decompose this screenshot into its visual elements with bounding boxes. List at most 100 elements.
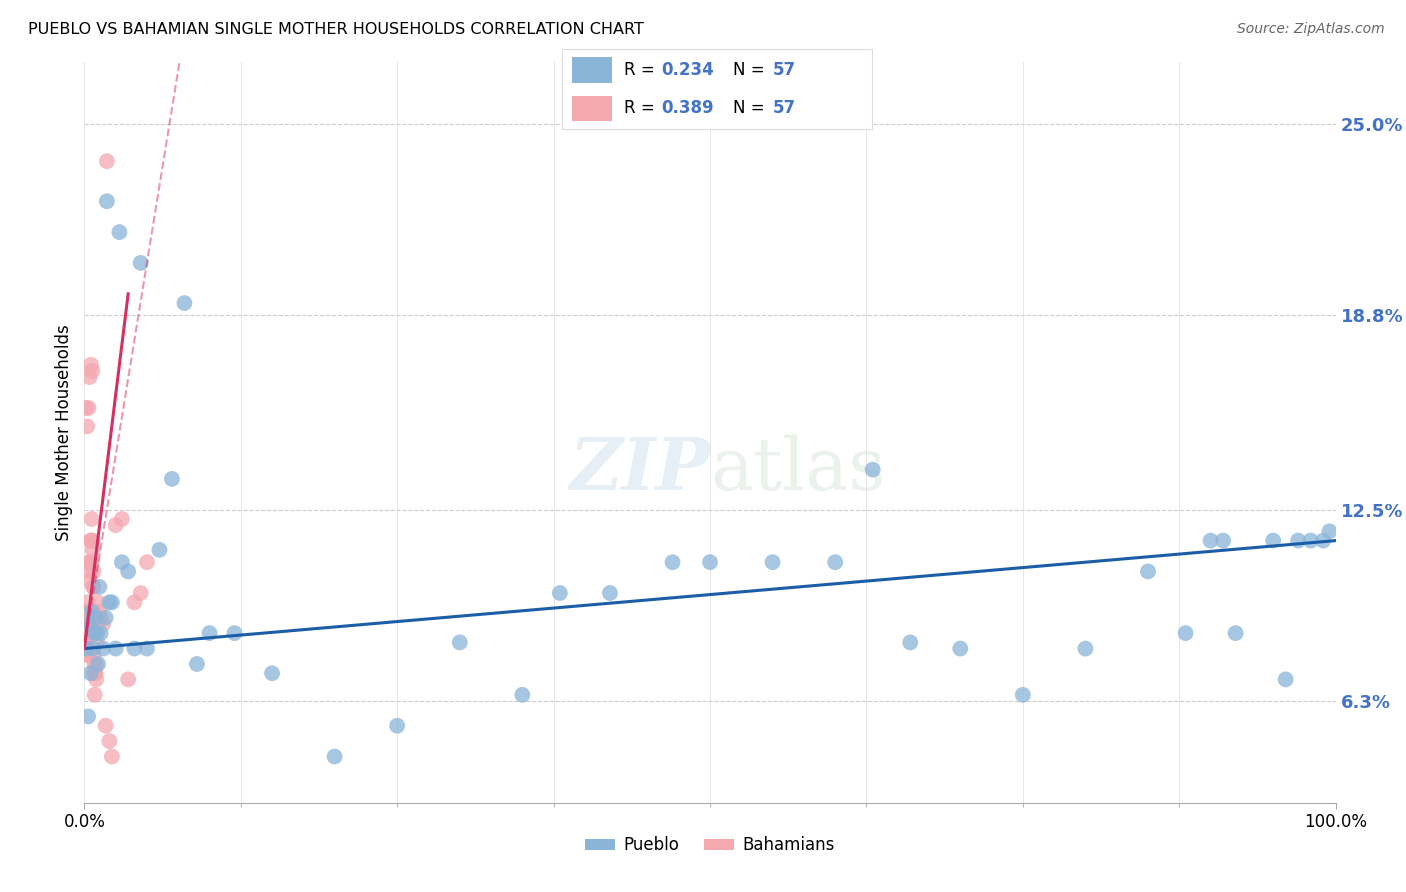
- Text: PUEBLO VS BAHAMIAN SINGLE MOTHER HOUSEHOLDS CORRELATION CHART: PUEBLO VS BAHAMIAN SINGLE MOTHER HOUSEHO…: [28, 22, 644, 37]
- Text: 0.389: 0.389: [661, 100, 714, 118]
- Point: [224, 626, 246, 640]
- Point: [862, 462, 884, 476]
- Point: [91, 616, 114, 631]
- Text: 57: 57: [773, 61, 796, 78]
- Point: [82, 580, 104, 594]
- Text: N =: N =: [733, 100, 769, 118]
- Point: [83, 666, 105, 681]
- Point: [82, 542, 104, 557]
- Point: [83, 688, 105, 702]
- Point: [76, 595, 98, 609]
- Point: [148, 542, 170, 557]
- Point: [83, 648, 105, 662]
- Point: [80, 358, 103, 372]
- Point: [79, 616, 101, 631]
- Point: [449, 635, 471, 649]
- Point: [76, 616, 98, 631]
- Point: [1319, 524, 1341, 539]
- Point: [949, 641, 972, 656]
- Point: [762, 555, 785, 569]
- Point: [898, 635, 921, 649]
- Point: [84, 666, 107, 681]
- Point: [186, 657, 208, 671]
- Point: [76, 641, 98, 656]
- Point: [79, 555, 101, 569]
- Point: [108, 225, 131, 239]
- Point: [75, 401, 97, 415]
- Text: 57: 57: [773, 100, 796, 118]
- Point: [75, 626, 97, 640]
- Point: [548, 586, 571, 600]
- Point: [98, 734, 121, 748]
- Text: R =: R =: [624, 100, 661, 118]
- Point: [80, 555, 103, 569]
- Point: [82, 641, 104, 656]
- Point: [824, 555, 846, 569]
- Point: [117, 565, 139, 579]
- Point: [96, 154, 118, 169]
- Y-axis label: Single Mother Households: Single Mother Households: [55, 325, 73, 541]
- Point: [661, 555, 683, 569]
- Point: [699, 555, 721, 569]
- Point: [129, 256, 152, 270]
- Point: [111, 555, 134, 569]
- Point: [91, 641, 114, 656]
- Point: [86, 626, 108, 640]
- Point: [82, 533, 104, 548]
- Point: [1286, 533, 1309, 548]
- Point: [77, 605, 100, 619]
- Point: [84, 673, 107, 687]
- Text: atlas: atlas: [710, 434, 886, 505]
- Point: [80, 533, 103, 548]
- Point: [198, 626, 221, 640]
- Point: [90, 610, 112, 624]
- Point: [80, 512, 103, 526]
- Point: [1263, 533, 1285, 548]
- Point: [75, 610, 97, 624]
- Point: [599, 586, 621, 600]
- Point: [79, 565, 101, 579]
- Point: [79, 533, 101, 548]
- Point: [1074, 641, 1097, 656]
- Point: [82, 580, 104, 594]
- Point: [76, 626, 98, 640]
- Point: [77, 709, 100, 723]
- Point: [77, 401, 100, 415]
- Point: [96, 194, 118, 209]
- Text: R =: R =: [624, 61, 661, 78]
- Point: [101, 749, 124, 764]
- Point: [82, 565, 104, 579]
- Point: [87, 657, 110, 671]
- Point: [111, 512, 134, 526]
- Point: [98, 595, 121, 609]
- Point: [77, 610, 100, 624]
- Point: [82, 364, 104, 378]
- Point: [104, 641, 127, 656]
- Point: [173, 296, 195, 310]
- Point: [77, 610, 100, 624]
- Point: [1012, 688, 1035, 702]
- Point: [136, 555, 159, 569]
- Point: [101, 595, 124, 609]
- Text: 0.234: 0.234: [661, 61, 714, 78]
- Point: [79, 555, 101, 569]
- Point: [94, 719, 117, 733]
- Point: [84, 610, 107, 624]
- Point: [1212, 533, 1234, 548]
- Point: [160, 472, 183, 486]
- Point: [117, 673, 139, 687]
- Point: [80, 605, 103, 619]
- Point: [77, 605, 100, 619]
- FancyBboxPatch shape: [572, 57, 612, 83]
- Point: [79, 666, 101, 681]
- Point: [79, 574, 101, 588]
- Point: [1299, 533, 1322, 548]
- Point: [1274, 673, 1296, 687]
- Point: [1199, 533, 1222, 548]
- Point: [385, 719, 409, 733]
- Point: [86, 635, 108, 649]
- Point: [262, 666, 284, 681]
- Text: ZIP: ZIP: [569, 434, 710, 505]
- Point: [323, 749, 346, 764]
- Point: [79, 370, 101, 384]
